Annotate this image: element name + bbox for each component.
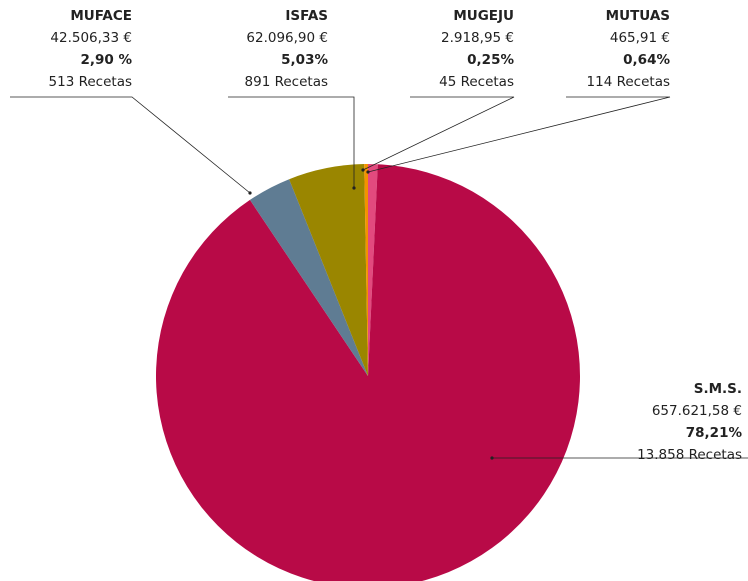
label-amount: 657.621,58 €: [652, 403, 742, 419]
leader-line: [228, 96, 355, 188]
pie-slice: [156, 164, 580, 581]
leader-dot: [352, 186, 356, 190]
leader-dot: [490, 456, 494, 460]
leader-line: [367, 96, 671, 173]
leader-line: [362, 96, 515, 171]
label-name: MUGEJU: [453, 8, 514, 24]
label-amount: 42.506,33 €: [50, 30, 132, 46]
label-name: S.M.S.: [694, 381, 742, 397]
pie-slice: [368, 164, 378, 376]
label-recipes: 891 Recetas: [245, 74, 328, 90]
pie-slice: [249, 179, 368, 376]
label-percent: 2,90 %: [80, 52, 132, 68]
label-recipes: 513 Recetas: [49, 74, 132, 90]
label-percent: 0,25%: [467, 52, 514, 68]
label-name: MUFACE: [70, 8, 132, 24]
label-recipes: 45 Recetas: [439, 74, 514, 90]
leader-dot: [361, 168, 365, 172]
label-percent: 78,21%: [686, 425, 743, 441]
label-name: ISFAS: [285, 8, 328, 24]
leader-dot: [248, 191, 252, 195]
label-recipes: 114 Recetas: [587, 74, 670, 90]
leader-dot: [366, 170, 370, 174]
label-amount: 465,91 €: [610, 30, 670, 46]
leader-line: [10, 96, 251, 194]
label-name: MUTUAS: [606, 8, 670, 24]
label-recipes: 13.858 Recetas: [637, 447, 742, 463]
label-percent: 0,64%: [623, 52, 670, 68]
label-percent: 5,03%: [281, 52, 328, 68]
label-amount: 62.096,90 €: [246, 30, 328, 46]
pie-slice: [364, 164, 368, 376]
label-amount: 2.918,95 €: [441, 30, 514, 46]
pie-slice: [289, 164, 368, 376]
